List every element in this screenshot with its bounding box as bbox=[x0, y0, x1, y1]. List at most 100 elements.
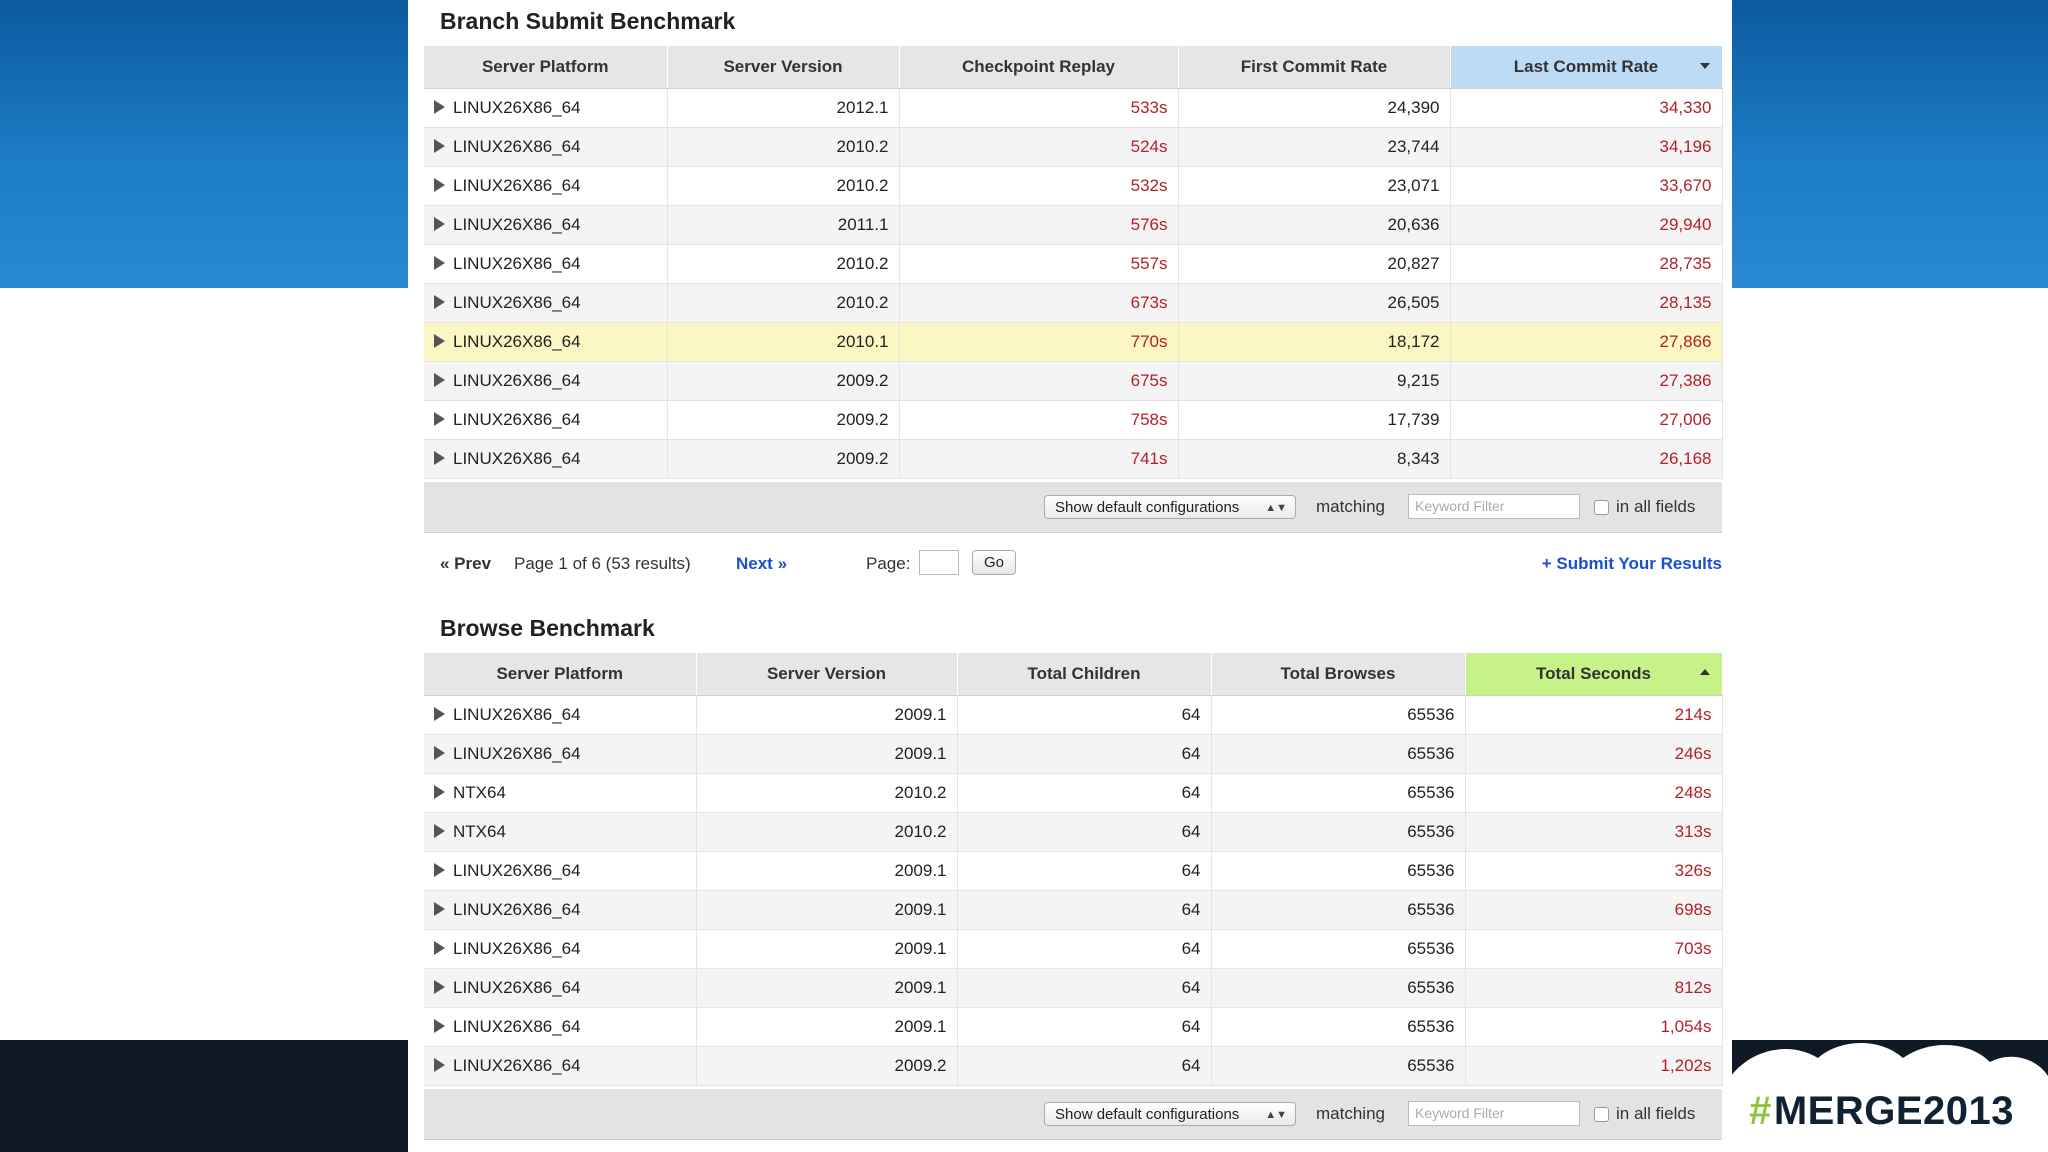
col-total-seconds[interactable]: Total Seconds bbox=[1465, 653, 1723, 696]
platform-text: LINUX26X86_64 bbox=[453, 744, 581, 763]
table-row[interactable]: LINUX26X86_64 2009.1 64 65536 214s bbox=[424, 695, 1723, 735]
browses-cell: 65536 bbox=[1211, 1007, 1466, 1047]
table-row[interactable]: LINUX26X86_64 2009.1 64 65536 246s bbox=[424, 734, 1723, 774]
merge2013-brand: #MERGE2013 bbox=[1749, 1089, 2014, 1134]
version-cell: 2009.1 bbox=[696, 968, 958, 1008]
platform-text: LINUX26X86_64 bbox=[453, 215, 581, 234]
go-button[interactable]: Go bbox=[972, 550, 1016, 575]
col-total-browses[interactable]: Total Browses bbox=[1211, 653, 1466, 696]
version-cell: 2009.1 bbox=[696, 890, 958, 930]
expand-arrow-icon[interactable] bbox=[434, 100, 445, 114]
platform-cell: LINUX26X86_64 bbox=[424, 1046, 697, 1086]
platform-text: LINUX26X86_64 bbox=[453, 449, 581, 468]
page-number-input[interactable] bbox=[919, 550, 959, 575]
version-cell: 2009.2 bbox=[667, 400, 900, 440]
table-row[interactable]: LINUX26X86_64 2010.2 673s 26,505 28,135 bbox=[424, 283, 1723, 323]
submit-results-link[interactable]: + Submit Your Results bbox=[1541, 554, 1722, 573]
table-row[interactable]: NTX64 2010.2 64 65536 313s bbox=[424, 812, 1723, 852]
version-cell: 2010.2 bbox=[667, 244, 900, 284]
table-row[interactable]: LINUX26X86_64 2009.2 741s 8,343 26,168 bbox=[424, 439, 1723, 479]
expand-arrow-icon[interactable] bbox=[434, 178, 445, 192]
col-server-platform[interactable]: Server Platform bbox=[424, 653, 697, 696]
expand-arrow-icon[interactable] bbox=[434, 373, 445, 387]
platform-cell: LINUX26X86_64 bbox=[424, 127, 668, 167]
col-first-commit-rate[interactable]: First Commit Rate bbox=[1178, 46, 1451, 89]
in-all-fields-checkbox[interactable] bbox=[1594, 1107, 1609, 1122]
version-cell: 2009.1 bbox=[696, 734, 958, 774]
seconds-cell: 703s bbox=[1465, 929, 1723, 969]
table-row[interactable]: LINUX26X86_64 2011.1 576s 20,636 29,940 bbox=[424, 205, 1723, 245]
config-select[interactable]: Show default configurations ▲▼ bbox=[1044, 495, 1296, 519]
browses-cell: 65536 bbox=[1211, 851, 1466, 891]
expand-arrow-icon[interactable] bbox=[434, 902, 445, 916]
platform-text: NTX64 bbox=[453, 783, 506, 802]
expand-arrow-icon[interactable] bbox=[434, 451, 445, 465]
col-server-version[interactable]: Server Version bbox=[696, 653, 958, 696]
children-cell: 64 bbox=[957, 968, 1212, 1008]
config-select[interactable]: Show default configurations ▲▼ bbox=[1044, 1102, 1296, 1126]
first-cell: 17,739 bbox=[1178, 400, 1451, 440]
branch-filter-bar: Show default configurations ▲▼ matching K… bbox=[424, 482, 1722, 533]
first-cell: 9,215 bbox=[1178, 361, 1451, 401]
prev-page-link[interactable]: « Prev bbox=[440, 554, 492, 573]
expand-arrow-icon[interactable] bbox=[434, 824, 445, 838]
keyword-filter-input[interactable]: Keyword Filter bbox=[1408, 494, 1580, 519]
table-row[interactable]: LINUX26X86_64 2009.1 64 65536 698s bbox=[424, 890, 1723, 930]
table-row[interactable]: NTX64 2010.2 64 65536 248s bbox=[424, 773, 1723, 813]
version-cell: 2012.1 bbox=[667, 88, 900, 128]
next-page-link[interactable]: Next » bbox=[736, 554, 788, 573]
expand-arrow-icon[interactable] bbox=[434, 785, 445, 799]
expand-arrow-icon[interactable] bbox=[434, 334, 445, 348]
keyword-filter-input[interactable]: Keyword Filter bbox=[1408, 1101, 1580, 1126]
table-row[interactable]: LINUX26X86_64 2009.2 758s 17,739 27,006 bbox=[424, 400, 1723, 440]
expand-arrow-icon[interactable] bbox=[434, 295, 445, 309]
updown-icon: ▲▼ bbox=[1265, 502, 1287, 514]
expand-arrow-icon[interactable] bbox=[434, 863, 445, 877]
in-all-fields-checkbox[interactable] bbox=[1594, 500, 1609, 515]
table-row[interactable]: LINUX26X86_64 2009.1 64 65536 703s bbox=[424, 929, 1723, 969]
platform-cell: NTX64 bbox=[424, 773, 697, 813]
first-cell: 26,505 bbox=[1178, 283, 1451, 323]
platform-text: LINUX26X86_64 bbox=[453, 861, 581, 880]
sort-asc-icon bbox=[1699, 669, 1710, 675]
expand-arrow-icon[interactable] bbox=[434, 217, 445, 231]
table-row[interactable]: LINUX26X86_64 2010.2 532s 23,071 33,670 bbox=[424, 166, 1723, 206]
table-row[interactable]: LINUX26X86_64 2009.1 64 65536 812s bbox=[424, 968, 1723, 1008]
page-info: Page 1 of 6 (53 results) bbox=[514, 554, 691, 573]
col-total-children[interactable]: Total Children bbox=[957, 653, 1212, 696]
version-cell: 2009.1 bbox=[696, 929, 958, 969]
expand-arrow-icon[interactable] bbox=[434, 139, 445, 153]
platform-cell: LINUX26X86_64 bbox=[424, 361, 668, 401]
replay-cell: 533s bbox=[899, 88, 1179, 128]
table-row[interactable]: LINUX26X86_64 2010.1 770s 18,172 27,866 bbox=[424, 322, 1723, 362]
col-last-commit-rate[interactable]: Last Commit Rate bbox=[1450, 46, 1723, 89]
table-row[interactable]: LINUX26X86_64 2010.2 524s 23,744 34,196 bbox=[424, 127, 1723, 167]
last-cell: 27,006 bbox=[1450, 400, 1723, 440]
expand-arrow-icon[interactable] bbox=[434, 1058, 445, 1072]
table-row[interactable]: LINUX26X86_64 2009.1 64 65536 1,054s bbox=[424, 1007, 1723, 1047]
browse-benchmark-table: Server Platform Server Version Total Chi… bbox=[424, 653, 1723, 1086]
platform-text: LINUX26X86_64 bbox=[453, 137, 581, 156]
table-row[interactable]: LINUX26X86_64 2009.1 64 65536 326s bbox=[424, 851, 1723, 891]
table-row[interactable]: LINUX26X86_64 2012.1 533s 24,390 34,330 bbox=[424, 88, 1723, 128]
table-row[interactable]: LINUX26X86_64 2009.2 675s 9,215 27,386 bbox=[424, 361, 1723, 401]
expand-arrow-icon[interactable] bbox=[434, 980, 445, 994]
table-row[interactable]: LINUX26X86_64 2010.2 557s 20,827 28,735 bbox=[424, 244, 1723, 284]
col-checkpoint-replay[interactable]: Checkpoint Replay bbox=[899, 46, 1179, 89]
cloud-graphic bbox=[1728, 1042, 2048, 1152]
expand-arrow-icon[interactable] bbox=[434, 707, 445, 721]
platform-cell: LINUX26X86_64 bbox=[424, 322, 668, 362]
expand-arrow-icon[interactable] bbox=[434, 412, 445, 426]
config-select-value: Show default configurations bbox=[1055, 499, 1240, 516]
col-server-platform[interactable]: Server Platform bbox=[424, 46, 668, 89]
expand-arrow-icon[interactable] bbox=[434, 1019, 445, 1033]
table-row[interactable]: LINUX26X86_64 2009.2 64 65536 1,202s bbox=[424, 1046, 1723, 1086]
replay-cell: 576s bbox=[899, 205, 1179, 245]
seconds-cell: 248s bbox=[1465, 773, 1723, 813]
expand-arrow-icon[interactable] bbox=[434, 256, 445, 270]
matching-label: matching bbox=[1316, 497, 1385, 516]
expand-arrow-icon[interactable] bbox=[434, 941, 445, 955]
expand-arrow-icon[interactable] bbox=[434, 746, 445, 760]
version-cell: 2010.2 bbox=[667, 127, 900, 167]
col-server-version[interactable]: Server Version bbox=[667, 46, 900, 89]
